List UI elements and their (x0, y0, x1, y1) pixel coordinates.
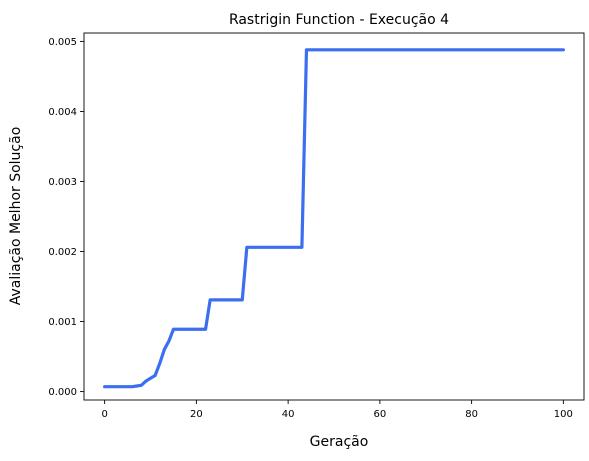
y-tick-label-3: 0.003 (48, 177, 77, 188)
x-axis-title: Geração (310, 434, 369, 450)
chart-title: Rastrigin Function - Execução 4 (229, 12, 449, 28)
y-axis-title: Avaliação Melhor Solução (8, 127, 24, 306)
plot-frame (83, 32, 585, 401)
plot-area: 0 20 40 60 80 100 0.000 0.001 0.002 0.003 0.004 0.0… (48, 32, 585, 420)
y-tick-label-4: 0.004 (48, 107, 77, 118)
y-tick-label-5: 0.005 (48, 37, 77, 48)
x-tick-label-4: 80 (465, 409, 478, 420)
x-tick-label-1: 20 (190, 409, 203, 420)
x-tick-label-2: 40 (282, 409, 295, 420)
y-tick-label-0: 0.000 (48, 387, 77, 398)
y-tick-label-1: 0.001 (48, 317, 77, 328)
x-tick-label-0: 0 (101, 409, 107, 420)
series-line (103, 48, 565, 389)
x-tick-label-5: 100 (554, 409, 573, 420)
y-tick-label-2: 0.002 (48, 247, 77, 258)
x-tick-label-3: 60 (374, 409, 387, 420)
